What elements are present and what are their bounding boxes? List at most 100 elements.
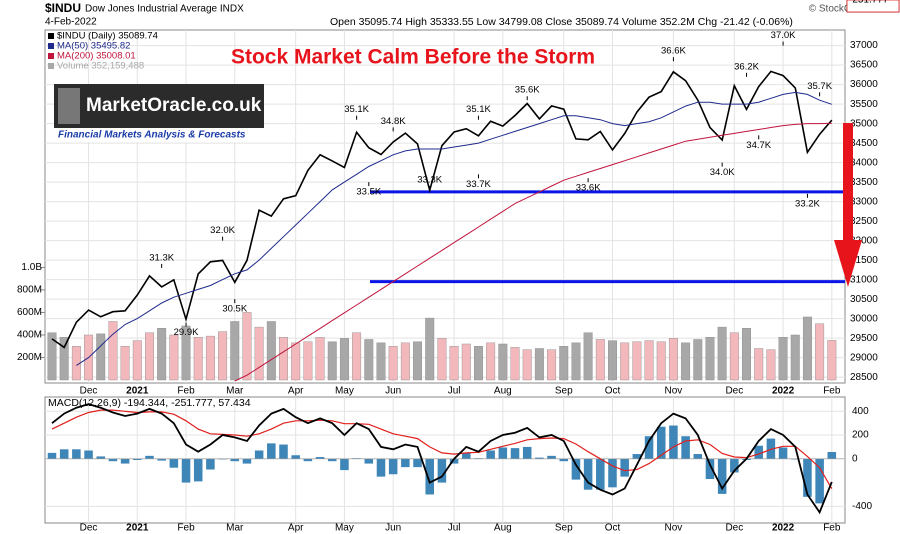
volume-bar <box>413 341 423 381</box>
x-tick-label: Feb <box>823 523 841 534</box>
annotation: 35.1K <box>344 104 369 115</box>
instrument-name: Dow Jones Industrial Average INDX <box>85 4 244 15</box>
volume-bar <box>315 337 325 381</box>
y-tick-label: 400 <box>852 406 869 417</box>
y-tick-label: 31500 <box>850 255 878 266</box>
legend-swatch <box>48 33 54 39</box>
x-tick-label: Mar <box>226 386 244 397</box>
x-tick-label: May <box>335 386 354 397</box>
x-tick-label: Jul <box>448 523 461 534</box>
volume-bar <box>668 338 678 381</box>
x-tick-label: Apr <box>288 523 304 534</box>
x-tick-label: 2021 <box>126 386 149 397</box>
macd-tag-label: -251.777 <box>849 0 889 6</box>
y-tick-label: -400 <box>852 501 872 512</box>
y-tick-label: 0 <box>852 453 858 464</box>
chart-title: Stock Market Calm Before the Storm <box>231 46 595 69</box>
macd-tag <box>846 0 900 13</box>
volume-bar <box>693 339 703 381</box>
volume-bar <box>815 323 825 381</box>
volume-bar <box>534 348 544 381</box>
annotation: 37.0K <box>771 30 796 41</box>
annotation: 30.5K <box>222 304 247 315</box>
macd-histogram-bar <box>181 458 191 483</box>
volume-bar <box>486 342 496 381</box>
x-tick-label: 2021 <box>126 523 149 534</box>
volume-bar <box>620 342 630 381</box>
x-tick-label: Feb <box>177 386 195 397</box>
y-tick-label: 34500 <box>850 138 878 149</box>
volume-bar <box>461 343 471 381</box>
volume-bar <box>47 332 57 381</box>
moving-average <box>76 91 832 366</box>
volume-bar <box>230 321 240 381</box>
volume-bar <box>205 335 215 381</box>
x-tick-label: Sep <box>555 523 573 534</box>
macd-histogram-bar <box>133 458 142 460</box>
macd-histogram-bar <box>376 458 386 477</box>
volume-bar <box>778 337 788 381</box>
macd-histogram-bar <box>559 458 569 462</box>
x-tick-label: Dec <box>80 523 98 534</box>
volume-bar <box>595 339 605 381</box>
macd-histogram-bar <box>681 436 690 459</box>
macd-histogram-bar <box>193 458 203 482</box>
legend-entry: MA(200) 35008.01 <box>57 51 136 62</box>
y-tick-label: 30500 <box>850 294 878 305</box>
volume-bar <box>108 321 118 381</box>
volume-bar <box>425 317 435 381</box>
macd-histogram-bar <box>498 447 508 459</box>
macd-histogram-bar <box>108 458 118 462</box>
annotation: 35.7K <box>807 81 832 92</box>
annotation: 35.1K <box>466 104 491 115</box>
date: 4-Feb-2022 <box>45 17 97 28</box>
macd-histogram-bar <box>47 452 57 459</box>
x-tick-label: Aug <box>494 523 512 534</box>
y-tick-label: 32500 <box>850 216 878 227</box>
volume-bar <box>522 349 532 381</box>
macd-histogram-bar <box>827 451 837 459</box>
legend-swatch <box>48 43 54 49</box>
annotation: 34.7K <box>746 140 771 151</box>
x-tick-label: Sep <box>555 386 573 397</box>
macd-histogram-bar <box>608 458 617 488</box>
logo-band <box>54 128 264 142</box>
x-tick-label: Feb <box>823 386 841 397</box>
macd-histogram-bar <box>449 458 459 464</box>
volume-bar <box>681 342 691 381</box>
macd-histogram-bar <box>364 458 374 464</box>
y-tick-label: 29000 <box>850 352 878 363</box>
macd-histogram-bar <box>84 450 93 459</box>
volume-bar <box>120 346 130 381</box>
volume-bar <box>376 342 386 381</box>
macd-histogram-bar <box>656 426 666 459</box>
legend-entry: Volume 352,159,488 <box>57 61 144 72</box>
volume-bar <box>400 342 410 381</box>
x-tick-label: Oct <box>605 523 621 534</box>
volume-bar <box>449 346 459 381</box>
macd-histogram-bar <box>693 454 703 459</box>
volume-bar <box>279 337 288 381</box>
volume-bar <box>145 332 154 381</box>
volume-bar <box>608 340 617 381</box>
macd-histogram-bar <box>583 458 593 490</box>
macd-histogram-bar <box>230 458 240 462</box>
y-tick-label: 37000 <box>850 40 878 51</box>
macd-histogram-bar <box>717 458 727 494</box>
x-tick-label: Nov <box>665 386 683 397</box>
annotation: 33.5K <box>356 187 381 198</box>
forecast-arrow <box>834 123 862 287</box>
volume-bar <box>327 341 337 381</box>
logo: MarketOracle.co.uk Financial Markets Ana… <box>54 84 264 142</box>
macd-histogram-bar <box>401 458 410 468</box>
volume-bar <box>339 338 349 381</box>
macd-histogram-bar <box>96 456 106 459</box>
x-tick-label: Apr <box>288 386 304 397</box>
price-line <box>51 70 833 349</box>
macd-histogram-bar <box>754 445 763 459</box>
x-tick-label: May <box>335 523 354 534</box>
y-tick-label: 34000 <box>850 157 878 168</box>
macd-histogram-bar <box>267 443 276 459</box>
volume-bar <box>388 346 398 381</box>
volume-bar <box>364 339 374 381</box>
